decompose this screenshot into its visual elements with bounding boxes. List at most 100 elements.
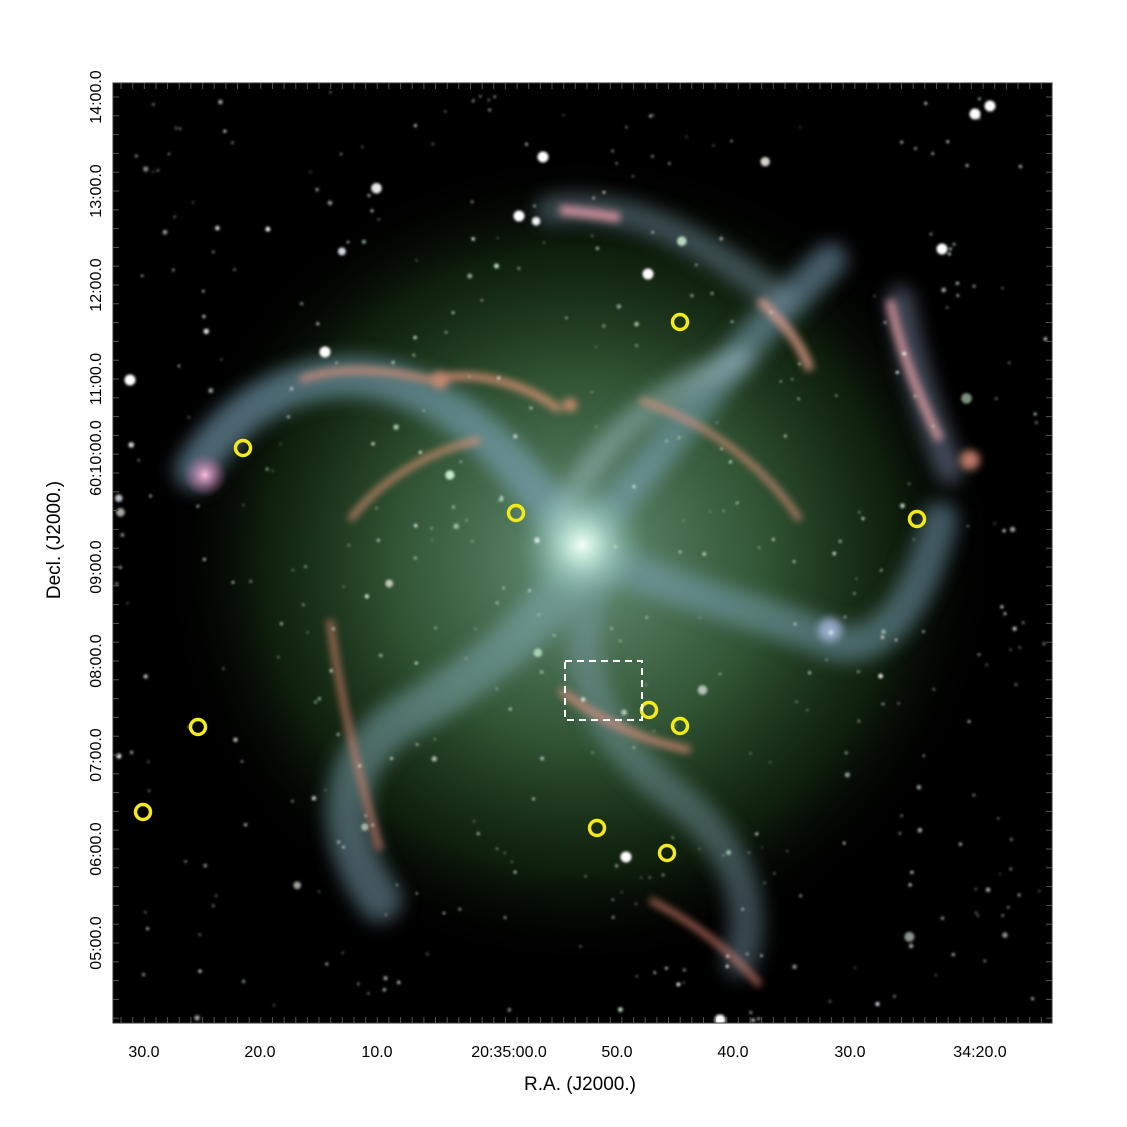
star bbox=[115, 494, 123, 503]
star bbox=[825, 658, 828, 661]
star bbox=[467, 273, 473, 279]
star bbox=[1003, 612, 1007, 615]
star bbox=[347, 544, 350, 547]
source-marker bbox=[657, 843, 677, 863]
star bbox=[730, 320, 734, 323]
star bbox=[620, 891, 623, 894]
star bbox=[513, 870, 517, 874]
star bbox=[741, 908, 744, 911]
star bbox=[327, 200, 333, 206]
star bbox=[949, 247, 952, 251]
x-tick-label: 40.0 bbox=[717, 1044, 748, 1061]
star bbox=[690, 294, 694, 297]
star bbox=[202, 557, 206, 561]
star bbox=[665, 966, 668, 970]
star bbox=[946, 140, 950, 143]
star bbox=[184, 860, 187, 863]
star bbox=[595, 425, 598, 428]
star bbox=[367, 992, 370, 995]
star bbox=[508, 707, 512, 711]
star bbox=[471, 540, 474, 543]
star bbox=[396, 883, 398, 886]
star bbox=[459, 460, 462, 463]
star bbox=[212, 250, 215, 254]
star bbox=[553, 634, 556, 637]
y-axis-title: Decl. (J2000.) bbox=[44, 481, 65, 599]
star bbox=[645, 616, 648, 619]
star bbox=[432, 143, 434, 145]
star bbox=[203, 863, 208, 868]
star bbox=[1009, 648, 1012, 651]
star bbox=[1043, 337, 1047, 341]
star bbox=[678, 550, 682, 554]
star bbox=[152, 103, 155, 106]
star bbox=[590, 391, 593, 394]
star bbox=[1017, 893, 1021, 897]
star bbox=[730, 139, 733, 143]
star bbox=[1042, 642, 1046, 645]
star bbox=[722, 854, 725, 857]
star bbox=[178, 127, 182, 130]
star bbox=[934, 974, 937, 976]
bright-star bbox=[714, 1014, 726, 1023]
star bbox=[116, 753, 122, 759]
star bbox=[932, 688, 935, 691]
bright-star bbox=[936, 243, 948, 255]
star bbox=[529, 406, 533, 410]
star bbox=[383, 988, 386, 992]
star bbox=[497, 376, 501, 380]
star bbox=[842, 841, 846, 845]
star bbox=[652, 114, 655, 116]
star bbox=[471, 99, 475, 103]
star bbox=[413, 556, 417, 560]
star bbox=[364, 594, 369, 599]
star bbox=[997, 817, 1000, 820]
star bbox=[271, 469, 274, 472]
star bbox=[931, 152, 935, 155]
star bbox=[685, 135, 688, 138]
star bbox=[750, 1018, 756, 1023]
star bbox=[162, 229, 168, 235]
star bbox=[215, 225, 220, 231]
star bbox=[329, 91, 332, 94]
star bbox=[1018, 646, 1021, 649]
star bbox=[615, 864, 619, 868]
star bbox=[479, 95, 482, 98]
star bbox=[391, 360, 395, 364]
star bbox=[517, 266, 521, 270]
y-tick-label: 06:00.0 bbox=[88, 822, 105, 875]
y-tick-label: 08:00.0 bbox=[88, 634, 105, 687]
star bbox=[632, 746, 636, 749]
star bbox=[581, 697, 586, 702]
star bbox=[337, 247, 346, 256]
star bbox=[220, 358, 223, 361]
star bbox=[828, 629, 834, 636]
star bbox=[503, 916, 507, 919]
star bbox=[904, 931, 915, 942]
star bbox=[174, 126, 178, 130]
field-stars bbox=[115, 91, 1047, 1023]
star bbox=[1009, 526, 1016, 533]
star bbox=[172, 268, 175, 272]
source-marker bbox=[670, 312, 690, 332]
star bbox=[497, 237, 499, 239]
star bbox=[291, 569, 294, 571]
star bbox=[893, 995, 896, 998]
star bbox=[710, 292, 714, 295]
star bbox=[208, 388, 214, 393]
star bbox=[384, 913, 387, 916]
star bbox=[929, 232, 933, 236]
star bbox=[470, 200, 474, 204]
star bbox=[510, 861, 513, 863]
star bbox=[898, 832, 902, 835]
star bbox=[719, 237, 723, 241]
star bbox=[873, 295, 876, 297]
star bbox=[242, 980, 246, 983]
star bbox=[726, 850, 732, 855]
star bbox=[434, 738, 436, 740]
star bbox=[792, 560, 796, 563]
star bbox=[324, 789, 327, 792]
y-tick-label: 09:00.0 bbox=[88, 540, 105, 593]
bright-star bbox=[124, 374, 136, 386]
